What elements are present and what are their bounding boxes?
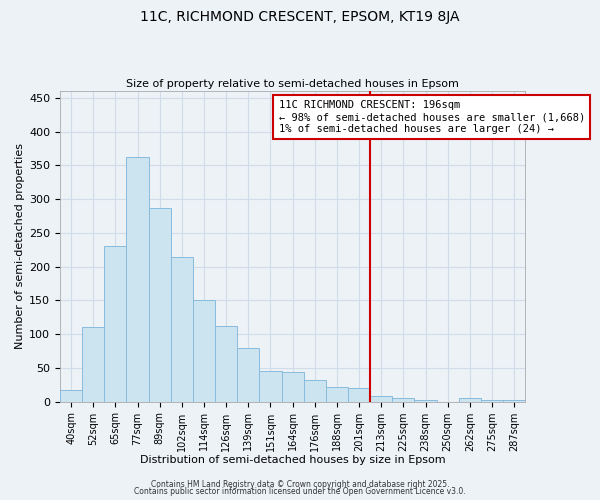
Bar	[415, 400, 437, 402]
Bar	[171, 256, 193, 402]
Bar	[392, 398, 415, 402]
Title: Size of property relative to semi-detached houses in Epsom: Size of property relative to semi-detach…	[126, 79, 459, 89]
Bar	[60, 390, 82, 402]
Bar	[503, 400, 525, 402]
Bar	[127, 156, 149, 402]
Bar	[326, 388, 348, 402]
Text: 11C, RICHMOND CRESCENT, EPSOM, KT19 8JA: 11C, RICHMOND CRESCENT, EPSOM, KT19 8JA	[140, 10, 460, 24]
Bar	[304, 380, 326, 402]
Bar	[215, 326, 237, 402]
Bar	[259, 371, 281, 402]
Text: Contains public sector information licensed under the Open Government Licence v3: Contains public sector information licen…	[134, 488, 466, 496]
Bar	[149, 208, 171, 402]
Bar	[348, 388, 370, 402]
Bar	[237, 348, 259, 402]
Bar	[281, 372, 304, 402]
Text: 11C RICHMOND CRESCENT: 196sqm
← 98% of semi-detached houses are smaller (1,668)
: 11C RICHMOND CRESCENT: 196sqm ← 98% of s…	[278, 100, 585, 134]
Text: Contains HM Land Registry data © Crown copyright and database right 2025.: Contains HM Land Registry data © Crown c…	[151, 480, 449, 489]
Bar	[481, 400, 503, 402]
Y-axis label: Number of semi-detached properties: Number of semi-detached properties	[15, 144, 25, 350]
Bar	[459, 398, 481, 402]
Bar	[82, 328, 104, 402]
Bar	[193, 300, 215, 402]
Bar	[104, 246, 127, 402]
X-axis label: Distribution of semi-detached houses by size in Epsom: Distribution of semi-detached houses by …	[140, 455, 445, 465]
Bar	[370, 396, 392, 402]
